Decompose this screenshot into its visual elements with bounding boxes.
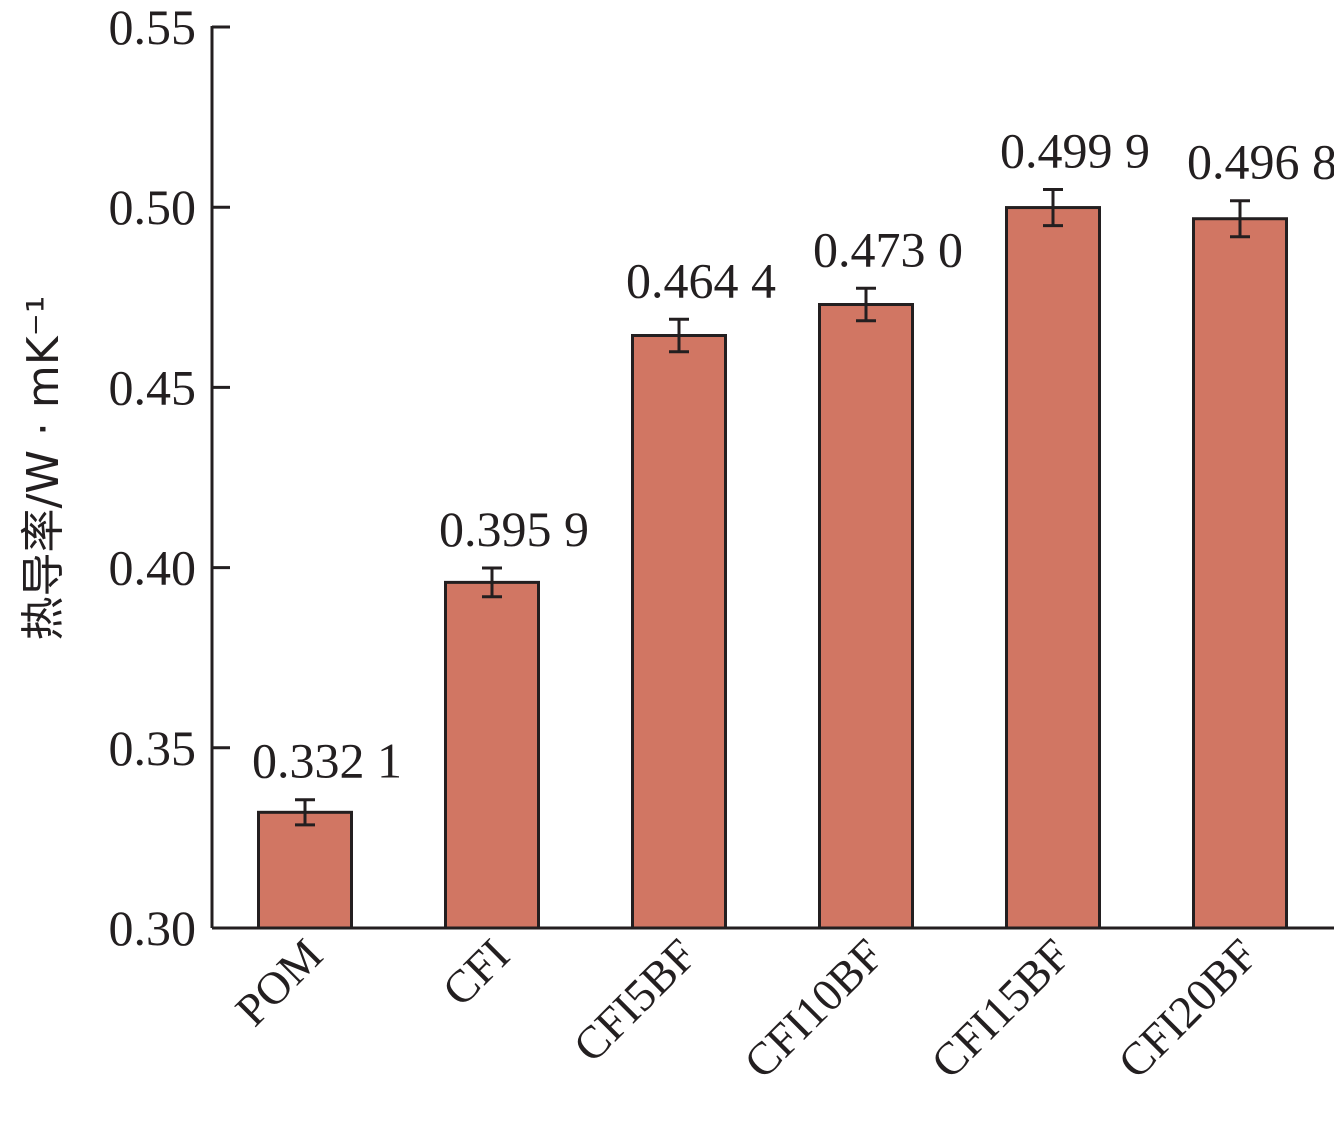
y-tick-label: 0.55 [109,0,197,55]
bars [257,188,1288,930]
data-labels: 0.332 1 0.395 9 0.464 4 0.473 0 0.499 9 0.496… [252,123,1334,789]
y-tick-label: 0.40 [109,540,197,596]
y-tick-label: 0.45 [109,359,197,415]
data-label: 0.496 8 [1187,134,1334,190]
data-label: 0.332 1 [252,733,402,789]
bar [444,580,540,930]
x-tick-label: CFI20BF [1108,929,1267,1088]
bar [818,303,914,930]
y-tick-label: 0.30 [109,900,197,956]
x-tick-label: CFI [432,929,519,1016]
x-tick-label: POM [225,929,332,1036]
data-label: 0.499 9 [1000,123,1150,179]
data-label: 0.395 9 [439,501,589,557]
x-tick-label: CFI15BF [921,929,1080,1088]
y-tick-label: 0.35 [109,720,197,776]
x-axis: POM CFI CFI5BF CFI10BF CFI15BF CFI20BF [212,926,1334,1088]
bar [257,810,353,930]
y-axis-title: 热导率/W · mK⁻¹ [18,296,69,641]
data-label: 0.473 0 [813,221,963,277]
data-label: 0.464 4 [626,252,776,308]
y-axis: 0.30 0.35 0.40 0.45 0.50 0.55 [109,0,230,956]
y-tick-label: 0.50 [109,179,197,235]
x-tick-label: CFI10BF [734,929,893,1088]
bar [631,334,727,930]
x-tick-label: CFI5BF [563,929,706,1072]
bar [1005,206,1101,930]
bar [1192,217,1288,930]
